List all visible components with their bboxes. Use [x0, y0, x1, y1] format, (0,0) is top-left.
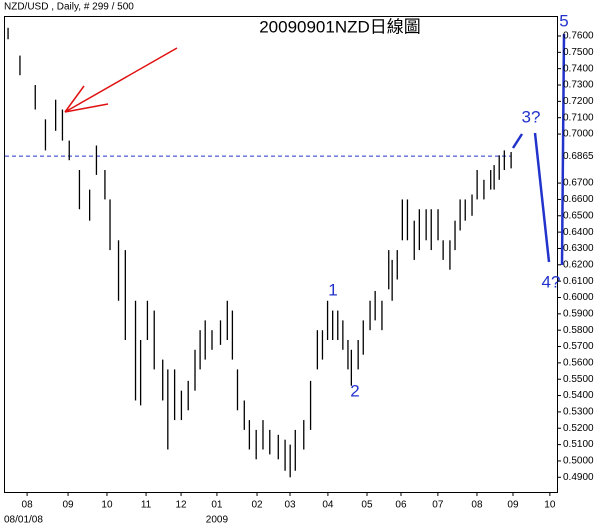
- y-tick-label: 0.5000: [563, 456, 594, 467]
- year-label: 2009: [206, 515, 229, 526]
- x-tick-label: 11: [141, 500, 152, 511]
- wave-label: 2: [350, 381, 359, 400]
- x-tick-label: 01: [211, 500, 223, 511]
- wave-label: 1: [328, 280, 337, 299]
- y-tick-label: 0.6000: [563, 292, 594, 303]
- y-tick-label: 0.6700: [563, 178, 594, 189]
- plot-frame: [4, 16, 558, 493]
- x-tick-label: 02: [251, 500, 263, 511]
- y-tick-label: 0.5300: [563, 407, 594, 418]
- red-arrow: [64, 47, 178, 113]
- y-tick-label: 0.7200: [563, 96, 594, 107]
- x-tick-label: 08: [471, 500, 483, 511]
- y-tick-label: 0.5200: [563, 423, 594, 434]
- y-tick-label: 0.5100: [563, 439, 594, 450]
- y-tick-label: 0.7400: [563, 63, 594, 74]
- y-tick-label: 0.6200: [563, 259, 594, 270]
- y-tick-label: 0.7600: [563, 31, 594, 42]
- y-tick-label: 0.6300: [563, 243, 594, 254]
- y-tick-label: 0.4900: [563, 472, 594, 483]
- x-tick-label: 12: [176, 500, 188, 511]
- last-price-label: 0.6865: [563, 151, 594, 162]
- wave-label: 5: [559, 11, 568, 30]
- x-tick-label: 04: [322, 500, 334, 511]
- y-tick-label: 0.6500: [563, 210, 594, 221]
- chart-header: NZD/USD , Daily, # 299 / 500: [4, 2, 134, 13]
- y-tick-label: 0.7500: [563, 47, 594, 58]
- y-tick-label: 0.6400: [563, 227, 594, 238]
- wave-label: 4?: [542, 272, 561, 291]
- y-tick-label: 0.7100: [563, 112, 594, 123]
- start-date-label: 08/01/08: [4, 515, 43, 526]
- x-tick-label: 06: [395, 500, 407, 511]
- x-tick-label: 10: [101, 500, 113, 511]
- y-tick-label: 0.5600: [563, 358, 594, 369]
- y-tick-label: 0.7000: [563, 129, 594, 140]
- x-tick-label: 09: [507, 500, 519, 511]
- y-tick-label: 0.7300: [563, 80, 594, 91]
- y-tick-label: 0.5800: [563, 325, 594, 336]
- x-tick-label: 08: [22, 500, 34, 511]
- x-tick-label: 07: [432, 500, 444, 511]
- wave-label: 3?: [522, 107, 541, 126]
- chart-title: 20090901NZD日線圖: [259, 17, 421, 36]
- wave-lines: [511, 33, 566, 266]
- y-tick-label: 0.5400: [563, 390, 594, 401]
- x-tick-label: 09: [62, 500, 74, 511]
- x-tick-label: 05: [361, 500, 373, 511]
- y-tick-label: 0.6600: [563, 194, 594, 205]
- x-tick-label: 03: [284, 500, 296, 511]
- x-tick-label: 10: [544, 500, 556, 511]
- y-tick-label: 0.5900: [563, 308, 594, 319]
- y-tick-label: 0.5500: [563, 374, 594, 385]
- y-tick-label: 0.5700: [563, 341, 594, 352]
- y-tick-label: 0.6100: [563, 276, 594, 287]
